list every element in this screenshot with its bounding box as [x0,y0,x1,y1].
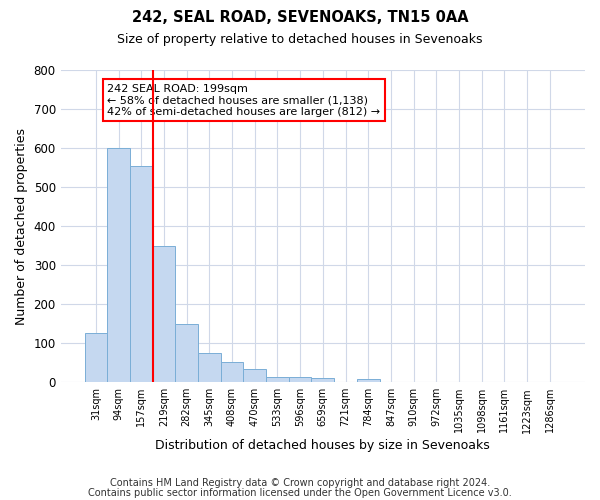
Text: Size of property relative to detached houses in Sevenoaks: Size of property relative to detached ho… [117,32,483,46]
Bar [289,377,311,382]
Bar [266,377,289,382]
Bar [311,378,334,382]
Text: 242, SEAL ROAD, SEVENOAKS, TN15 0AA: 242, SEAL ROAD, SEVENOAKS, TN15 0AA [131,10,469,25]
Text: 242 SEAL ROAD: 199sqm
← 58% of detached houses are smaller (1,138)
42% of semi-d: 242 SEAL ROAD: 199sqm ← 58% of detached … [107,84,380,117]
Text: Contains public sector information licensed under the Open Government Licence v3: Contains public sector information licen… [88,488,512,498]
Bar [130,166,152,382]
Bar [198,353,221,382]
X-axis label: Distribution of detached houses by size in Sevenoaks: Distribution of detached houses by size … [155,440,490,452]
Bar [107,148,130,382]
Bar [221,362,244,382]
Bar [244,370,266,382]
Bar [152,246,175,382]
Bar [175,324,198,382]
Y-axis label: Number of detached properties: Number of detached properties [15,128,28,324]
Bar [357,379,380,382]
Bar [85,334,107,382]
Text: Contains HM Land Registry data © Crown copyright and database right 2024.: Contains HM Land Registry data © Crown c… [110,478,490,488]
